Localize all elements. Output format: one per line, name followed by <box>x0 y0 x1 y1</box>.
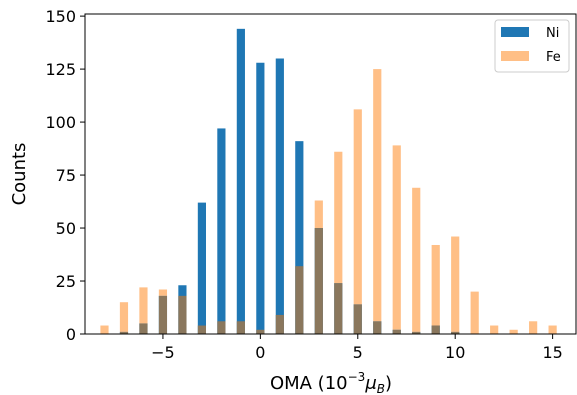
bar-fe <box>353 109 362 305</box>
bar-overlap <box>217 321 226 334</box>
bar-overlap <box>275 314 284 334</box>
bar-fe <box>431 244 440 326</box>
x-axis: −5 0 5 10 15 <box>151 334 563 362</box>
legend-swatch-ni <box>501 27 529 37</box>
y-tick-label: 50 <box>56 219 76 238</box>
y-tick-label: 25 <box>56 272 76 291</box>
legend-swatch-fe <box>501 51 529 61</box>
legend-label-ni: Ni <box>546 26 559 41</box>
bar-overlap <box>256 329 265 334</box>
x-tick-label: 0 <box>255 343 265 362</box>
bars-layer <box>100 28 557 335</box>
bar-overlap <box>353 304 362 334</box>
bar-fe <box>119 302 129 332</box>
y-tick-label: 125 <box>45 60 76 79</box>
x-tick-label: 15 <box>542 343 562 362</box>
bar-ni <box>217 128 226 334</box>
bar-overlap <box>451 331 460 334</box>
y-tick-label: 75 <box>56 166 76 185</box>
bar-ni <box>256 62 265 334</box>
bar-overlap <box>295 266 304 334</box>
bar-fe <box>392 145 401 330</box>
bar-fe <box>314 200 323 229</box>
bar-fe <box>158 289 168 296</box>
legend: Ni Fe <box>494 19 570 73</box>
bar-overlap <box>373 321 382 334</box>
bar-ni <box>236 28 245 334</box>
x-tick-label: −5 <box>151 343 175 362</box>
y-tick-label: 0 <box>66 325 76 344</box>
x-tick-label: 10 <box>445 343 465 362</box>
bar-fe <box>412 187 421 332</box>
y-tick-label: 150 <box>45 7 76 26</box>
bar-overlap <box>334 283 343 334</box>
bar-fe <box>548 325 557 334</box>
y-axis: 0 25 50 75 100 125 150 <box>45 7 85 344</box>
bar-fe <box>451 236 460 332</box>
y-axis-label: Counts <box>9 143 30 206</box>
bar-overlap <box>412 331 421 334</box>
bar-fe <box>509 329 518 334</box>
bar-ni <box>295 141 304 334</box>
bar-overlap <box>431 325 440 334</box>
x-tick-label: 5 <box>353 343 363 362</box>
bar-overlap <box>119 331 129 334</box>
bar-fe <box>490 325 499 334</box>
bar-overlap <box>236 321 245 334</box>
bar-fe <box>373 69 382 322</box>
y-tick-label: 100 <box>45 113 76 132</box>
bar-overlap <box>178 295 187 334</box>
bar-overlap <box>158 295 168 334</box>
legend-label-fe: Fe <box>546 50 561 65</box>
bar-fe <box>100 325 109 334</box>
bar-ni <box>275 58 284 335</box>
bar-fe <box>139 287 148 324</box>
bar-overlap <box>139 323 148 334</box>
bar-overlap <box>197 325 206 334</box>
bar-overlap <box>314 228 323 334</box>
bar-ni <box>197 202 206 334</box>
plot-frame <box>84 13 577 335</box>
bar-fe <box>470 291 479 334</box>
x-axis-label: OMA (10−3μB) <box>270 370 392 395</box>
bar-fe <box>529 321 538 334</box>
bar-overlap <box>392 329 401 334</box>
bar-fe <box>334 151 343 284</box>
